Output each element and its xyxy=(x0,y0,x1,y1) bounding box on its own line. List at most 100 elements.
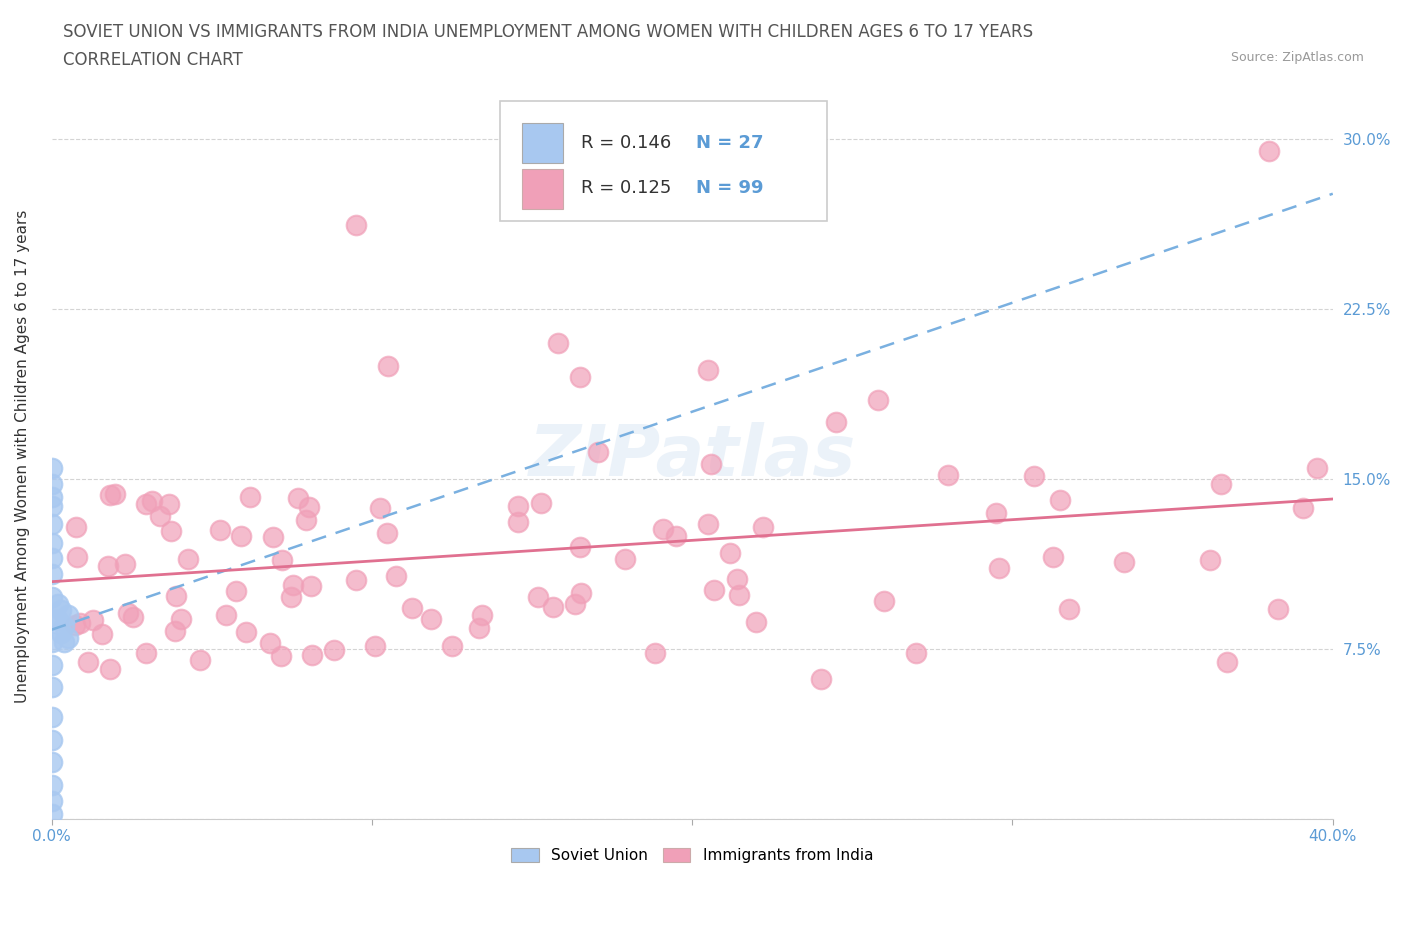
Point xyxy=(506,498,529,513)
Point xyxy=(259,635,281,650)
Point xyxy=(239,489,262,504)
Point xyxy=(76,654,98,669)
Point xyxy=(53,618,76,633)
Point xyxy=(987,561,1010,576)
Point xyxy=(56,631,79,645)
Text: SOVIET UNION VS IMMIGRANTS FROM INDIA UNEMPLOYMENT AMONG WOMEN WITH CHILDREN AGE: SOVIET UNION VS IMMIGRANTS FROM INDIA UN… xyxy=(63,23,1033,41)
Point xyxy=(41,612,63,627)
Point xyxy=(91,626,114,641)
Text: Source: ZipAtlas.com: Source: ZipAtlas.com xyxy=(1230,51,1364,64)
Point xyxy=(1042,550,1064,565)
Point xyxy=(215,607,238,622)
Point xyxy=(299,578,322,593)
Point xyxy=(165,624,187,639)
Point xyxy=(368,500,391,515)
Point xyxy=(508,514,530,529)
Point xyxy=(82,613,104,628)
FancyBboxPatch shape xyxy=(522,168,562,208)
Point xyxy=(41,460,63,475)
Point xyxy=(1257,143,1279,158)
Point xyxy=(66,550,89,565)
Point xyxy=(752,520,775,535)
Point xyxy=(229,529,252,544)
Point xyxy=(121,610,143,625)
Point xyxy=(543,600,565,615)
Point xyxy=(262,529,284,544)
Point xyxy=(141,493,163,508)
Point xyxy=(41,476,63,491)
Point xyxy=(564,596,586,611)
Point xyxy=(41,755,63,770)
Point xyxy=(159,525,181,539)
Text: N = 99: N = 99 xyxy=(696,179,763,197)
Point xyxy=(270,648,292,663)
Point xyxy=(569,370,592,385)
Point xyxy=(41,793,63,808)
Point xyxy=(49,626,72,641)
Point xyxy=(703,583,725,598)
Point xyxy=(1306,460,1329,475)
Point xyxy=(46,596,69,611)
Point xyxy=(53,635,76,650)
Point xyxy=(41,710,63,724)
Point xyxy=(65,519,87,534)
Point xyxy=(208,523,231,538)
Point xyxy=(41,517,63,532)
Text: R = 0.146: R = 0.146 xyxy=(581,134,671,152)
Point xyxy=(1049,492,1071,507)
Point xyxy=(866,392,889,407)
Point xyxy=(301,648,323,663)
Point xyxy=(1057,602,1080,617)
Point xyxy=(283,578,305,592)
Point xyxy=(1114,555,1136,570)
Point xyxy=(49,603,72,618)
Legend: Soviet Union, Immigrants from India: Soviet Union, Immigrants from India xyxy=(505,842,879,870)
Point xyxy=(114,556,136,571)
Point xyxy=(135,645,157,660)
Point xyxy=(41,498,63,513)
Text: ZIPatlas: ZIPatlas xyxy=(529,422,856,491)
Point xyxy=(375,525,398,540)
FancyBboxPatch shape xyxy=(522,123,562,163)
Point xyxy=(41,777,63,792)
Point xyxy=(323,643,346,658)
Text: CORRELATION CHART: CORRELATION CHART xyxy=(63,51,243,69)
Point xyxy=(135,497,157,512)
Point xyxy=(46,612,69,627)
Point xyxy=(699,457,721,472)
Point xyxy=(471,607,494,622)
Point xyxy=(270,553,292,568)
Point xyxy=(235,625,257,640)
Point xyxy=(1022,468,1045,483)
Point xyxy=(872,594,894,609)
Point xyxy=(41,490,63,505)
Point xyxy=(117,605,139,620)
Point xyxy=(569,539,592,554)
Point xyxy=(728,588,751,603)
Point xyxy=(98,661,121,676)
Point xyxy=(41,535,63,550)
Point xyxy=(652,522,675,537)
Point xyxy=(41,680,63,695)
Point xyxy=(810,671,832,686)
Point xyxy=(344,573,367,588)
Point xyxy=(697,517,720,532)
Text: R = 0.125: R = 0.125 xyxy=(581,179,671,197)
Point xyxy=(904,645,927,660)
Point xyxy=(586,445,609,459)
Point xyxy=(401,601,423,616)
Point xyxy=(1292,501,1315,516)
Point xyxy=(225,584,247,599)
Point xyxy=(569,586,592,601)
Point xyxy=(297,499,319,514)
Text: N = 27: N = 27 xyxy=(696,134,763,152)
Point xyxy=(825,415,848,430)
Point xyxy=(1216,655,1239,670)
Point xyxy=(287,490,309,505)
Point xyxy=(56,607,79,622)
Point xyxy=(665,528,688,543)
Point xyxy=(41,658,63,672)
Point xyxy=(697,363,720,378)
Point xyxy=(1198,552,1220,567)
Point xyxy=(547,336,569,351)
